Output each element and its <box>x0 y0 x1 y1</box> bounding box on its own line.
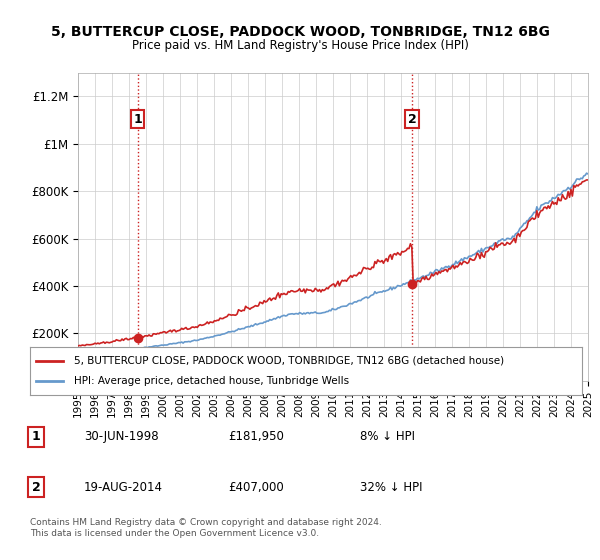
Text: 2: 2 <box>32 480 40 494</box>
Text: Price paid vs. HM Land Registry's House Price Index (HPI): Price paid vs. HM Land Registry's House … <box>131 39 469 52</box>
Text: 1: 1 <box>32 430 40 444</box>
Text: 8% ↓ HPI: 8% ↓ HPI <box>360 430 415 444</box>
Text: Contains HM Land Registry data © Crown copyright and database right 2024.
This d: Contains HM Land Registry data © Crown c… <box>30 518 382 538</box>
Text: 1: 1 <box>133 113 142 126</box>
Text: £181,950: £181,950 <box>228 430 284 444</box>
Text: 32% ↓ HPI: 32% ↓ HPI <box>360 480 422 494</box>
Text: £407,000: £407,000 <box>228 480 284 494</box>
Text: 5, BUTTERCUP CLOSE, PADDOCK WOOD, TONBRIDGE, TN12 6BG: 5, BUTTERCUP CLOSE, PADDOCK WOOD, TONBRI… <box>50 25 550 39</box>
Text: 2: 2 <box>408 113 417 126</box>
Text: 30-JUN-1998: 30-JUN-1998 <box>84 430 158 444</box>
Text: 19-AUG-2014: 19-AUG-2014 <box>84 480 163 494</box>
Text: 5, BUTTERCUP CLOSE, PADDOCK WOOD, TONBRIDGE, TN12 6BG (detached house): 5, BUTTERCUP CLOSE, PADDOCK WOOD, TONBRI… <box>74 356 504 366</box>
Text: HPI: Average price, detached house, Tunbridge Wells: HPI: Average price, detached house, Tunb… <box>74 376 349 386</box>
